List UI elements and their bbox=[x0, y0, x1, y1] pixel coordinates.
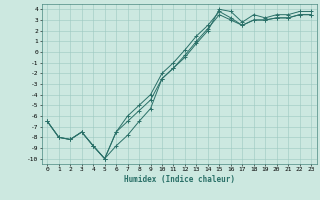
X-axis label: Humidex (Indice chaleur): Humidex (Indice chaleur) bbox=[124, 175, 235, 184]
